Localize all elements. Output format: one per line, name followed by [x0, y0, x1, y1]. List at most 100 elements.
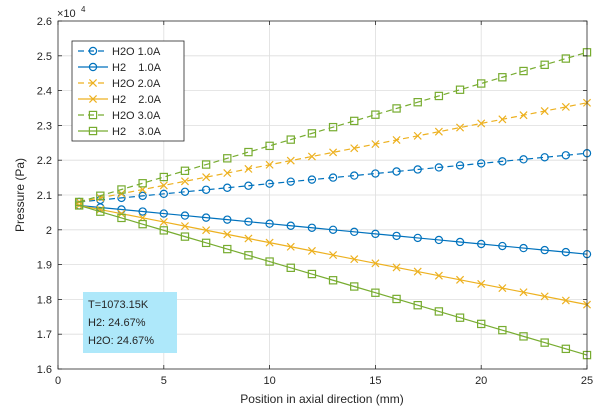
annotation-temperature: T=1073.15K — [88, 299, 149, 311]
data-point — [180, 232, 190, 241]
data-point — [498, 241, 507, 251]
legend-entry-label: H2 3.0A — [112, 126, 162, 138]
data-point — [307, 223, 317, 232]
legend: H2O 1.0A H2 1.0A H2O 2.0A H2 2.0A H2O 3.0A H2… — [71, 40, 185, 142]
data-point — [540, 292, 549, 301]
data-point — [540, 338, 549, 347]
data-point — [392, 231, 401, 241]
data-point — [328, 173, 338, 182]
data-point — [201, 185, 211, 194]
data-point — [350, 171, 359, 180]
data-point — [455, 313, 465, 322]
data-point — [223, 154, 232, 163]
data-point — [455, 161, 465, 170]
legend-entry-label: H2O 1.0A — [112, 46, 161, 58]
data-point — [138, 207, 147, 216]
data-point — [540, 107, 549, 116]
data-point — [371, 229, 380, 239]
data-point — [307, 175, 317, 184]
data-point — [223, 169, 232, 178]
data-point — [392, 135, 401, 144]
x-axis-label: Position in axial direction (mm) — [240, 392, 403, 406]
data-point — [329, 148, 338, 157]
data-point — [223, 244, 232, 254]
y-tick-label: 2.6 — [37, 16, 52, 28]
data-point — [371, 140, 380, 149]
series-line — [79, 152, 588, 203]
data-point — [498, 325, 507, 335]
data-point — [477, 279, 486, 288]
tick-layer: 0 5 10 15 20 25 1.6 1.7 1.8 1.9 2 2.1 2.2 2.3 2.4 2.5 2.… — [37, 16, 593, 387]
data-point — [561, 54, 571, 63]
y-tick-label: 1.6 — [37, 364, 52, 376]
data-point — [392, 263, 401, 272]
data-point — [561, 151, 571, 160]
data-point — [286, 263, 295, 272]
legend-marker — [88, 46, 98, 56]
data-point — [434, 163, 444, 172]
legend-entry-label: H2 2.0A — [112, 94, 162, 106]
series-4 — [75, 201, 592, 309]
data-point — [244, 181, 253, 190]
legend-marker — [88, 62, 98, 72]
data-point — [159, 209, 168, 218]
data-point — [434, 307, 444, 316]
data-point — [96, 207, 105, 216]
data-point — [350, 282, 359, 291]
legend-marker — [88, 78, 98, 88]
data-point — [350, 255, 359, 264]
data-point — [498, 115, 507, 124]
data-point — [117, 209, 126, 218]
legend-box — [71, 40, 185, 142]
data-point — [392, 294, 401, 304]
y-tick-label: 1.9 — [37, 260, 52, 272]
data-point — [413, 97, 422, 107]
x-tick-label: 0 — [55, 375, 61, 387]
data-point — [413, 233, 422, 243]
legend-marker — [88, 94, 98, 104]
data-point — [265, 238, 274, 247]
x-tick-label: 20 — [475, 375, 487, 387]
data-point — [328, 122, 338, 132]
data-point — [519, 288, 528, 297]
x-tick-label: 10 — [263, 375, 275, 387]
data-point — [159, 217, 168, 226]
data-point — [519, 66, 528, 76]
data-point — [201, 238, 211, 248]
data-point — [371, 259, 380, 268]
data-point — [286, 221, 295, 230]
data-point — [456, 275, 465, 284]
data-point — [456, 123, 465, 132]
condition-annotation: T=1073.15K H2: 24.67% H2O: 24.67% — [83, 292, 177, 353]
data-point — [202, 173, 211, 182]
data-point — [180, 222, 189, 231]
x-tick-label: 15 — [369, 375, 381, 387]
data-point — [201, 160, 211, 169]
data-point — [540, 60, 549, 69]
data-point — [159, 181, 168, 190]
y-exponent-base: ×10 — [57, 8, 76, 20]
data-point — [498, 284, 507, 293]
data-point — [117, 213, 126, 223]
annotation-box — [83, 292, 177, 353]
data-point — [307, 129, 317, 138]
data-point — [413, 267, 422, 276]
data-point — [561, 296, 570, 305]
y-tick-label: 2.4 — [37, 86, 52, 98]
data-point — [159, 172, 168, 182]
data-point — [328, 276, 338, 285]
series-layer — [74, 48, 592, 360]
data-point — [180, 166, 190, 175]
legend-entry-label: H2O 3.0A — [112, 110, 161, 122]
data-point — [180, 177, 189, 186]
data-point — [265, 141, 274, 151]
data-point — [328, 225, 338, 234]
y-tick-label: 2.1 — [37, 190, 52, 202]
data-point — [138, 191, 147, 201]
data-point — [455, 237, 465, 247]
data-point — [371, 288, 380, 297]
data-point — [392, 167, 401, 176]
data-point — [434, 127, 443, 136]
legend-entry-label: H2 1.0A — [112, 62, 162, 74]
data-point — [540, 245, 549, 255]
